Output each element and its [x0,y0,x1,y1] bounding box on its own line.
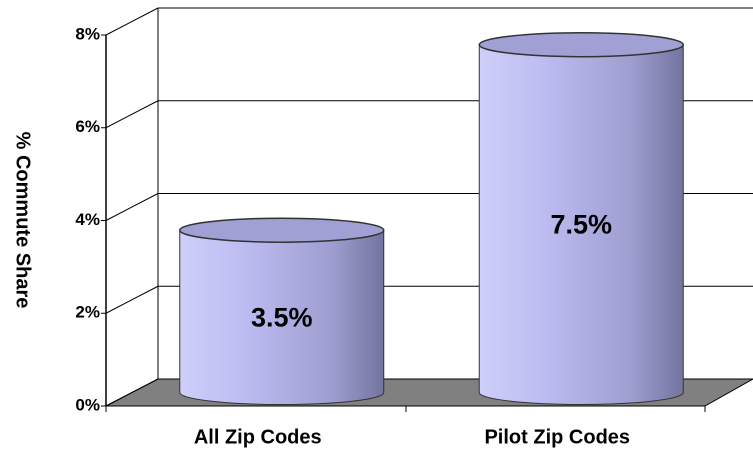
cylinder-top [478,31,684,58]
grid-line [105,100,159,129]
x-tick-label: All Zip Codes [194,426,322,448]
cylinder-top [179,217,385,243]
y-tick-label: 6% [75,117,100,136]
value-label: 3.5% [251,302,313,332]
y-tick-label: 0% [75,395,100,414]
grid-line [105,7,159,36]
y-tick-label: 4% [75,210,100,229]
y-tick-label: 2% [75,303,100,322]
y-tick-label: 8% [75,24,100,43]
value-label: 7.5% [550,210,612,240]
x-tick-label: Pilot Zip Codes [484,426,630,448]
y-axis-label: % Commute Share [12,132,34,309]
grid-line [105,285,159,314]
grid-line [105,378,159,407]
grid-line [105,193,159,221]
